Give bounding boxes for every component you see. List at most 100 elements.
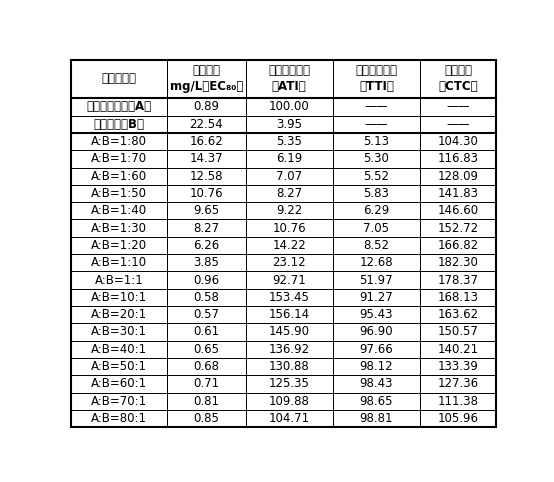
- Bar: [167, 392, 245, 410]
- Text: 6.29: 6.29: [363, 204, 389, 217]
- Bar: [71, 271, 167, 289]
- Text: A:B=40:1: A:B=40:1: [91, 343, 147, 356]
- Bar: [333, 392, 420, 410]
- Text: A:B=1:10: A:B=1:10: [91, 256, 147, 269]
- Text: 109.88: 109.88: [269, 395, 310, 408]
- Text: 14.37: 14.37: [189, 152, 223, 165]
- Text: ——: ——: [365, 118, 388, 131]
- Text: 8.27: 8.27: [276, 187, 302, 200]
- Text: 氟唑菌酰羟胺（A）: 氟唑菌酰羟胺（A）: [86, 100, 152, 113]
- Bar: [167, 202, 245, 219]
- Text: 16.62: 16.62: [189, 135, 223, 148]
- Bar: [245, 237, 333, 254]
- Text: 药剂及配比: 药剂及配比: [102, 72, 137, 85]
- Bar: [167, 185, 245, 202]
- Text: 3.85: 3.85: [193, 256, 219, 269]
- Text: 116.83: 116.83: [438, 152, 479, 165]
- Text: 178.37: 178.37: [438, 273, 479, 286]
- Text: A:B=60:1: A:B=60:1: [91, 377, 147, 390]
- Bar: [245, 116, 333, 133]
- Text: 145.90: 145.90: [269, 325, 310, 338]
- Text: 10.76: 10.76: [273, 222, 306, 235]
- Bar: [245, 306, 333, 323]
- Text: 133.39: 133.39: [438, 360, 479, 373]
- Bar: [333, 271, 420, 289]
- Bar: [245, 323, 333, 341]
- Bar: [71, 375, 167, 392]
- Bar: [420, 168, 496, 185]
- Bar: [420, 375, 496, 392]
- Bar: [333, 410, 420, 427]
- Text: 168.13: 168.13: [438, 291, 479, 304]
- Text: 8.27: 8.27: [193, 222, 219, 235]
- Bar: [71, 254, 167, 271]
- Bar: [71, 185, 167, 202]
- Bar: [245, 375, 333, 392]
- Bar: [245, 133, 333, 150]
- Bar: [333, 358, 420, 375]
- Text: 0.96: 0.96: [193, 273, 219, 286]
- Bar: [333, 254, 420, 271]
- Bar: [71, 202, 167, 219]
- Text: 0.65: 0.65: [193, 343, 219, 356]
- Bar: [167, 289, 245, 306]
- Text: A:B=1:50: A:B=1:50: [91, 187, 147, 200]
- Text: A:B=1:20: A:B=1:20: [91, 239, 147, 252]
- Bar: [71, 133, 167, 150]
- Bar: [71, 116, 167, 133]
- Bar: [333, 116, 420, 133]
- Bar: [245, 358, 333, 375]
- Text: 实测毒力指数
（ATI）: 实测毒力指数 （ATI）: [268, 65, 310, 94]
- Text: 128.09: 128.09: [438, 170, 479, 183]
- Bar: [245, 341, 333, 358]
- Text: 5.83: 5.83: [363, 187, 389, 200]
- Text: 9.65: 9.65: [193, 204, 219, 217]
- Bar: [71, 392, 167, 410]
- Bar: [167, 375, 245, 392]
- Text: A:B=1:40: A:B=1:40: [91, 204, 147, 217]
- Bar: [167, 116, 245, 133]
- Bar: [333, 202, 420, 219]
- Text: 163.62: 163.62: [438, 308, 479, 321]
- Bar: [420, 237, 496, 254]
- Text: 5.30: 5.30: [363, 152, 389, 165]
- Bar: [420, 133, 496, 150]
- Bar: [420, 202, 496, 219]
- Bar: [333, 98, 420, 116]
- Bar: [420, 219, 496, 237]
- Text: A:B=1:60: A:B=1:60: [91, 170, 147, 183]
- Bar: [420, 60, 496, 98]
- Text: 10.76: 10.76: [189, 187, 223, 200]
- Text: 14.22: 14.22: [273, 239, 306, 252]
- Bar: [245, 271, 333, 289]
- Bar: [245, 289, 333, 306]
- Bar: [245, 392, 333, 410]
- Bar: [71, 306, 167, 323]
- Text: 98.43: 98.43: [360, 377, 393, 390]
- Text: ——: ——: [365, 100, 388, 113]
- Bar: [71, 341, 167, 358]
- Text: ——: ——: [447, 100, 470, 113]
- Bar: [167, 323, 245, 341]
- Bar: [333, 306, 420, 323]
- Bar: [245, 168, 333, 185]
- Text: 0.81: 0.81: [193, 395, 219, 408]
- Text: 0.89: 0.89: [193, 100, 219, 113]
- Bar: [167, 60, 245, 98]
- Text: A:B=1:1: A:B=1:1: [95, 273, 143, 286]
- Text: 156.14: 156.14: [269, 308, 310, 321]
- Text: 0.68: 0.68: [193, 360, 219, 373]
- Bar: [245, 185, 333, 202]
- Text: A:B=1:80: A:B=1:80: [91, 135, 147, 148]
- Text: 125.35: 125.35: [269, 377, 310, 390]
- Bar: [333, 168, 420, 185]
- Bar: [167, 410, 245, 427]
- Text: A:B=80:1: A:B=80:1: [91, 412, 147, 425]
- Bar: [245, 150, 333, 168]
- Bar: [71, 60, 167, 98]
- Bar: [167, 306, 245, 323]
- Bar: [333, 219, 420, 237]
- Bar: [420, 98, 496, 116]
- Bar: [245, 202, 333, 219]
- Text: 104.71: 104.71: [269, 412, 310, 425]
